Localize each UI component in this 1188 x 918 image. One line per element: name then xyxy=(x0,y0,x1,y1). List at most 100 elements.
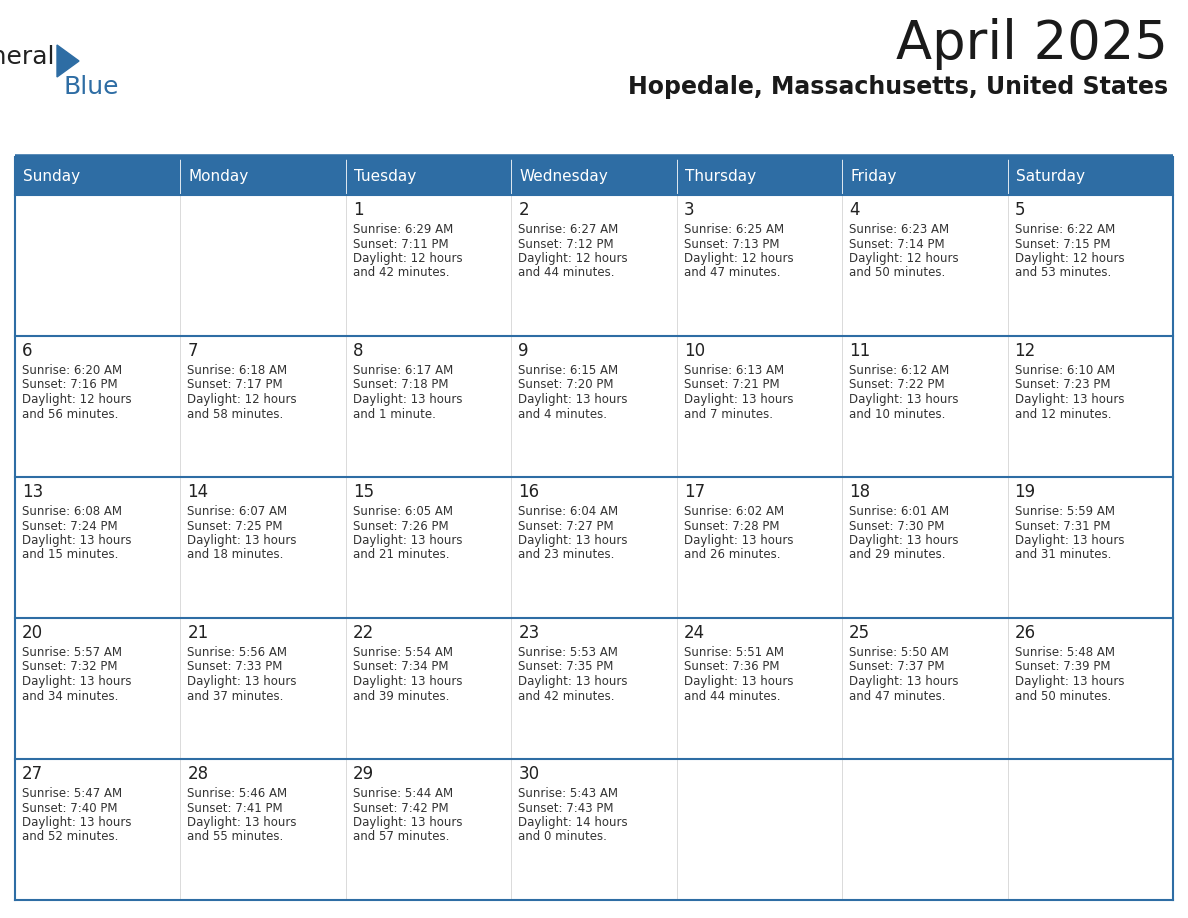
Text: and 47 minutes.: and 47 minutes. xyxy=(849,689,946,702)
Text: Sunrise: 6:12 AM: Sunrise: 6:12 AM xyxy=(849,364,949,377)
Text: Sunrise: 5:53 AM: Sunrise: 5:53 AM xyxy=(518,646,618,659)
Text: Sunset: 7:28 PM: Sunset: 7:28 PM xyxy=(684,520,779,532)
Text: 26: 26 xyxy=(1015,624,1036,642)
Text: Sunrise: 6:29 AM: Sunrise: 6:29 AM xyxy=(353,223,453,236)
Text: Daylight: 13 hours: Daylight: 13 hours xyxy=(684,393,794,406)
Text: Sunrise: 6:25 AM: Sunrise: 6:25 AM xyxy=(684,223,784,236)
Text: Sunset: 7:22 PM: Sunset: 7:22 PM xyxy=(849,378,944,391)
Text: Daylight: 13 hours: Daylight: 13 hours xyxy=(1015,675,1124,688)
Text: and 37 minutes.: and 37 minutes. xyxy=(188,689,284,702)
Bar xyxy=(677,157,842,195)
Bar xyxy=(15,477,1173,618)
Text: Wednesday: Wednesday xyxy=(519,169,608,184)
Text: Sunset: 7:17 PM: Sunset: 7:17 PM xyxy=(188,378,283,391)
Text: 17: 17 xyxy=(684,483,704,501)
Text: 12: 12 xyxy=(1015,342,1036,360)
Text: and 31 minutes.: and 31 minutes. xyxy=(1015,548,1111,562)
Text: and 52 minutes.: and 52 minutes. xyxy=(23,831,119,844)
Text: Daylight: 13 hours: Daylight: 13 hours xyxy=(353,393,462,406)
Text: Daylight: 12 hours: Daylight: 12 hours xyxy=(23,393,132,406)
Text: and 29 minutes.: and 29 minutes. xyxy=(849,548,946,562)
Text: Sunrise: 5:44 AM: Sunrise: 5:44 AM xyxy=(353,787,453,800)
Text: and 44 minutes.: and 44 minutes. xyxy=(684,689,781,702)
Text: Sunset: 7:40 PM: Sunset: 7:40 PM xyxy=(23,801,118,814)
Text: 11: 11 xyxy=(849,342,871,360)
Polygon shape xyxy=(57,45,78,77)
Text: Monday: Monday xyxy=(189,169,248,184)
Text: Daylight: 13 hours: Daylight: 13 hours xyxy=(1015,393,1124,406)
Text: Friday: Friday xyxy=(851,169,897,184)
Text: Sunrise: 6:10 AM: Sunrise: 6:10 AM xyxy=(1015,364,1114,377)
Text: Sunrise: 6:02 AM: Sunrise: 6:02 AM xyxy=(684,505,784,518)
Text: 18: 18 xyxy=(849,483,871,501)
Text: and 18 minutes.: and 18 minutes. xyxy=(188,548,284,562)
Text: Daylight: 13 hours: Daylight: 13 hours xyxy=(684,675,794,688)
Text: and 21 minutes.: and 21 minutes. xyxy=(353,548,449,562)
Text: and 15 minutes.: and 15 minutes. xyxy=(23,548,119,562)
Text: General: General xyxy=(0,45,55,69)
Text: Sunrise: 5:59 AM: Sunrise: 5:59 AM xyxy=(1015,505,1114,518)
Text: Saturday: Saturday xyxy=(1016,169,1085,184)
Bar xyxy=(842,157,1007,195)
Text: Sunset: 7:34 PM: Sunset: 7:34 PM xyxy=(353,660,448,674)
Text: Sunrise: 5:48 AM: Sunrise: 5:48 AM xyxy=(1015,646,1114,659)
Text: and 39 minutes.: and 39 minutes. xyxy=(353,689,449,702)
Text: and 57 minutes.: and 57 minutes. xyxy=(353,831,449,844)
Text: 28: 28 xyxy=(188,765,209,783)
Text: Daylight: 12 hours: Daylight: 12 hours xyxy=(188,393,297,406)
Text: Sunset: 7:33 PM: Sunset: 7:33 PM xyxy=(188,660,283,674)
Bar xyxy=(181,157,346,195)
Text: Sunset: 7:31 PM: Sunset: 7:31 PM xyxy=(1015,520,1110,532)
Text: 24: 24 xyxy=(684,624,704,642)
Text: Sunrise: 6:13 AM: Sunrise: 6:13 AM xyxy=(684,364,784,377)
Text: 21: 21 xyxy=(188,624,209,642)
Text: 25: 25 xyxy=(849,624,871,642)
Text: Sunrise: 6:07 AM: Sunrise: 6:07 AM xyxy=(188,505,287,518)
Text: Daylight: 12 hours: Daylight: 12 hours xyxy=(353,252,462,265)
Text: Sunrise: 5:57 AM: Sunrise: 5:57 AM xyxy=(23,646,122,659)
Text: and 12 minutes.: and 12 minutes. xyxy=(1015,408,1111,420)
Text: and 26 minutes.: and 26 minutes. xyxy=(684,548,781,562)
Text: Sunrise: 6:05 AM: Sunrise: 6:05 AM xyxy=(353,505,453,518)
Text: Sunrise: 6:08 AM: Sunrise: 6:08 AM xyxy=(23,505,122,518)
Text: 15: 15 xyxy=(353,483,374,501)
Text: Daylight: 12 hours: Daylight: 12 hours xyxy=(518,252,628,265)
Text: and 1 minute.: and 1 minute. xyxy=(353,408,436,420)
Text: Daylight: 14 hours: Daylight: 14 hours xyxy=(518,816,628,829)
Text: Sunrise: 6:22 AM: Sunrise: 6:22 AM xyxy=(1015,223,1114,236)
Text: and 55 minutes.: and 55 minutes. xyxy=(188,831,284,844)
Text: 16: 16 xyxy=(518,483,539,501)
Text: Daylight: 13 hours: Daylight: 13 hours xyxy=(518,675,627,688)
Text: 8: 8 xyxy=(353,342,364,360)
Text: and 42 minutes.: and 42 minutes. xyxy=(353,266,449,279)
Text: Sunset: 7:41 PM: Sunset: 7:41 PM xyxy=(188,801,283,814)
Text: and 50 minutes.: and 50 minutes. xyxy=(849,266,946,279)
Text: Sunrise: 6:23 AM: Sunrise: 6:23 AM xyxy=(849,223,949,236)
Text: 3: 3 xyxy=(684,201,694,219)
Text: and 47 minutes.: and 47 minutes. xyxy=(684,266,781,279)
Text: Sunset: 7:18 PM: Sunset: 7:18 PM xyxy=(353,378,448,391)
Text: 13: 13 xyxy=(23,483,43,501)
Text: 19: 19 xyxy=(1015,483,1036,501)
Text: Sunset: 7:20 PM: Sunset: 7:20 PM xyxy=(518,378,614,391)
Text: Sunrise: 6:15 AM: Sunrise: 6:15 AM xyxy=(518,364,619,377)
Text: Sunrise: 5:56 AM: Sunrise: 5:56 AM xyxy=(188,646,287,659)
Text: Sunset: 7:36 PM: Sunset: 7:36 PM xyxy=(684,660,779,674)
Text: Sunset: 7:13 PM: Sunset: 7:13 PM xyxy=(684,238,779,251)
Text: Daylight: 13 hours: Daylight: 13 hours xyxy=(849,534,959,547)
Text: Daylight: 13 hours: Daylight: 13 hours xyxy=(1015,534,1124,547)
Text: and 10 minutes.: and 10 minutes. xyxy=(849,408,946,420)
Text: Sunset: 7:30 PM: Sunset: 7:30 PM xyxy=(849,520,944,532)
Text: Sunrise: 6:17 AM: Sunrise: 6:17 AM xyxy=(353,364,453,377)
Text: Daylight: 13 hours: Daylight: 13 hours xyxy=(849,675,959,688)
Text: and 44 minutes.: and 44 minutes. xyxy=(518,266,614,279)
Bar xyxy=(511,157,677,195)
Text: Daylight: 13 hours: Daylight: 13 hours xyxy=(23,534,132,547)
Text: 14: 14 xyxy=(188,483,209,501)
Text: and 0 minutes.: and 0 minutes. xyxy=(518,831,607,844)
Text: 4: 4 xyxy=(849,201,860,219)
Text: Sunrise: 5:51 AM: Sunrise: 5:51 AM xyxy=(684,646,784,659)
Text: Sunrise: 6:20 AM: Sunrise: 6:20 AM xyxy=(23,364,122,377)
Text: and 34 minutes.: and 34 minutes. xyxy=(23,689,119,702)
Text: Daylight: 13 hours: Daylight: 13 hours xyxy=(684,534,794,547)
